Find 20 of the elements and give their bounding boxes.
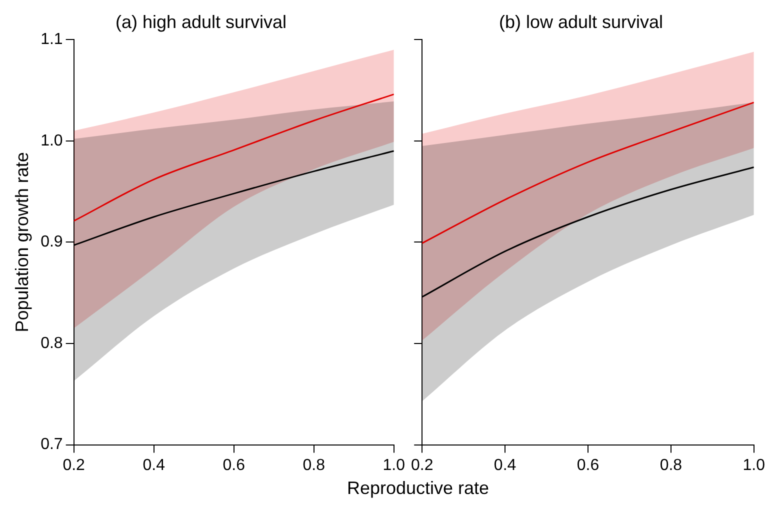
x-tick-label: 1.0: [382, 456, 406, 474]
x-tick-label: 0.8: [660, 456, 682, 474]
x-tick-label: 0.6: [222, 456, 246, 474]
x-tick-label: 1.0: [742, 456, 766, 474]
x-tick-label: 0.2: [62, 456, 86, 474]
chart-title: (a) high adult survival: [115, 12, 287, 32]
y-tick-label: 0.8: [40, 334, 63, 352]
x-tick-label: 0.4: [142, 456, 166, 474]
y-tick-label: 1.1: [40, 31, 63, 48]
y-tick-label: 0.9: [40, 234, 63, 251]
y-tick-label: 0.7: [40, 436, 63, 454]
y-axis-title: Population growth rate: [12, 152, 32, 332]
x-tick-label: 0.2: [410, 456, 434, 474]
x-axis-title: Reproductive rate: [346, 478, 490, 499]
x-tick-label: 0.6: [576, 456, 600, 474]
chart-title: (b) low adult survival: [498, 12, 664, 32]
x-tick-label: 0.8: [302, 456, 326, 474]
y-tick-label: 1.0: [40, 132, 63, 150]
x-tick-label: 0.4: [494, 456, 516, 474]
line-series: [74, 94, 394, 222]
